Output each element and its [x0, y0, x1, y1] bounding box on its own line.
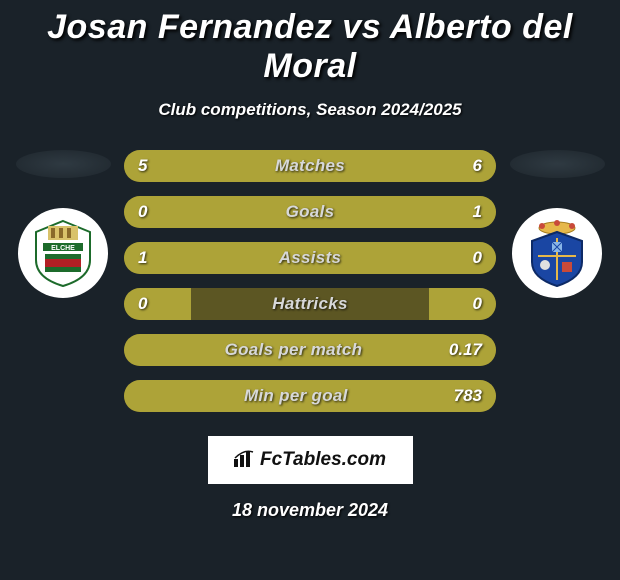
fctables-logo-icon: [234, 449, 256, 472]
stat-label: Min per goal: [138, 386, 454, 406]
stat-value-left: 0: [138, 202, 147, 222]
stat-bar: 1Assists0: [124, 242, 496, 274]
elche-crest-icon: ELCHE: [28, 218, 98, 288]
stat-label: Goals: [147, 202, 472, 222]
stat-label: Hattricks: [147, 294, 472, 314]
stat-value-right: 1: [473, 202, 482, 222]
player-photo-placeholder-right: [510, 150, 605, 178]
stat-bar: 5Matches6: [124, 150, 496, 182]
left-player-col: ELCHE: [8, 150, 118, 298]
left-team-crest: ELCHE: [18, 208, 108, 298]
stat-value-right: 0: [473, 294, 482, 314]
stat-value-right: 783: [454, 386, 482, 406]
stat-bar: 0Goals1: [124, 196, 496, 228]
right-team-crest: [512, 208, 602, 298]
subtitle: Club competitions, Season 2024/2025: [0, 100, 620, 120]
stat-bars: 5Matches60Goals11Assists00Hattricks0Goal…: [118, 150, 502, 412]
stat-label: Goals per match: [138, 340, 449, 360]
stat-value-right: 0.17: [449, 340, 482, 360]
right-player-col: [502, 150, 612, 298]
fctables-watermark: FcTables.com: [208, 436, 413, 484]
comparison-panel: ELCHE 5Matches60Goals11Assists00Hattrick…: [0, 150, 620, 412]
stat-bar: Min per goal783: [124, 380, 496, 412]
stat-bar: 0Hattricks0: [124, 288, 496, 320]
stat-label: Matches: [147, 156, 472, 176]
brand-text: FcTables.com: [260, 449, 386, 471]
page-title: Josan Fernandez vs Alberto del Moral: [0, 0, 620, 86]
stat-value-left: 0: [138, 294, 147, 314]
date-line: 18 november 2024: [0, 500, 620, 521]
oviedo-crest-icon: [522, 218, 592, 288]
svg-text:ELCHE: ELCHE: [51, 245, 75, 252]
stat-value-right: 6: [473, 156, 482, 176]
stat-label: Assists: [147, 248, 472, 268]
stat-value-right: 0: [473, 248, 482, 268]
stat-bar: Goals per match0.17: [124, 334, 496, 366]
player-photo-placeholder-left: [16, 150, 111, 178]
stat-value-left: 5: [138, 156, 147, 176]
stat-value-left: 1: [138, 248, 147, 268]
